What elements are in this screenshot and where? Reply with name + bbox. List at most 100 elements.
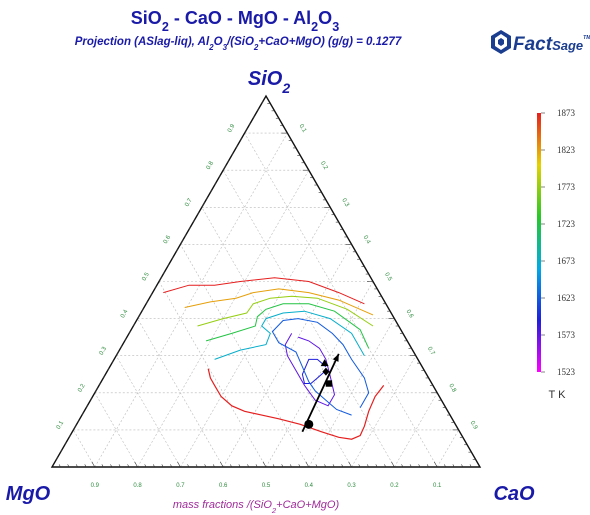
isotherm-group bbox=[163, 277, 385, 440]
axis-tick bbox=[115, 350, 120, 356]
logo-sage: Sage bbox=[552, 38, 583, 53]
axis-tick bbox=[391, 461, 395, 468]
axis-tick bbox=[218, 174, 221, 178]
axis-tick bbox=[101, 464, 104, 468]
tick-label-right: 0.7 bbox=[426, 346, 436, 357]
tick-label-right: 0.1 bbox=[298, 123, 308, 134]
axis-tick bbox=[257, 108, 260, 111]
apex-label-left: MgO bbox=[6, 483, 51, 505]
grid-line bbox=[351, 355, 417, 468]
tick-label-left: 0.9 bbox=[227, 123, 237, 134]
axis-tick bbox=[141, 308, 144, 312]
axis-tick bbox=[67, 464, 70, 468]
tick-label-left: 0.8 bbox=[206, 160, 216, 171]
axis-tick bbox=[150, 293, 153, 297]
axis-tick bbox=[461, 464, 464, 468]
colorbar-tick-label: 1673 bbox=[557, 256, 576, 266]
axis-tick bbox=[305, 461, 310, 468]
axis-tick bbox=[60, 449, 63, 453]
grid-line bbox=[94, 132, 288, 468]
axis-tick bbox=[163, 271, 166, 275]
axis-tick bbox=[124, 338, 127, 342]
axis-tick bbox=[332, 464, 335, 468]
axis-tick bbox=[204, 464, 207, 468]
colorbar-gradient bbox=[537, 113, 541, 372]
grid-line bbox=[137, 170, 310, 468]
axis-tick bbox=[170, 464, 173, 468]
axis-tick bbox=[433, 461, 438, 468]
axis-tick bbox=[56, 456, 59, 460]
tick-label-bottom: 0.4 bbox=[305, 483, 314, 489]
grid-line bbox=[244, 132, 438, 468]
svg-text:FactSageTM: FactSageTM bbox=[513, 34, 590, 55]
axis-tick bbox=[358, 464, 361, 468]
axis-tick bbox=[201, 201, 206, 208]
marker-diamond bbox=[322, 367, 330, 376]
axis-tick bbox=[452, 464, 455, 468]
axis-tick bbox=[94, 387, 99, 393]
axis-tick bbox=[409, 464, 412, 468]
axis-tick bbox=[248, 122, 251, 126]
grid-line bbox=[436, 429, 459, 468]
axis-tick bbox=[180, 239, 184, 245]
phase-boundary-line bbox=[207, 368, 385, 440]
axis-tick bbox=[81, 412, 84, 416]
tick-label-bottom: 0.6 bbox=[219, 483, 228, 489]
axis-tick bbox=[107, 367, 110, 371]
axis-tick bbox=[171, 256, 174, 260]
axis-tick bbox=[235, 145, 238, 149]
axis-tick bbox=[210, 189, 213, 193]
triangle-outline bbox=[50, 94, 482, 468]
isotherm-line bbox=[205, 303, 370, 349]
axis-tick bbox=[255, 464, 258, 468]
axis-tick bbox=[219, 461, 224, 468]
axis-tick bbox=[384, 464, 387, 468]
axis-tick bbox=[161, 464, 164, 468]
axis-tick bbox=[205, 197, 208, 201]
axis-tick bbox=[144, 464, 147, 468]
tick-label-left: 0.6 bbox=[163, 234, 173, 245]
tick-label-right: 0.9 bbox=[469, 420, 479, 431]
axis-tick bbox=[58, 464, 61, 468]
isotherm-line bbox=[197, 295, 374, 327]
axis-tick bbox=[91, 461, 96, 468]
colorbar-tick-label: 1823 bbox=[557, 145, 576, 155]
axis-tick bbox=[98, 382, 101, 386]
axis-tick bbox=[244, 127, 248, 134]
tick-label-right: 0.8 bbox=[447, 383, 457, 394]
grid-line bbox=[265, 281, 374, 468]
colorbar-tick-label: 1523 bbox=[557, 367, 576, 377]
tick-label-bottom: 0.2 bbox=[390, 483, 399, 489]
colorbar-tick-label: 1773 bbox=[557, 182, 576, 192]
axis-tick bbox=[401, 464, 404, 468]
grid-line bbox=[73, 429, 96, 468]
axis-tick bbox=[366, 464, 369, 468]
axis-tick bbox=[195, 464, 198, 468]
isotherm-line bbox=[163, 277, 365, 305]
axis-tick bbox=[145, 301, 148, 304]
colorbar-tick-label: 1873 bbox=[557, 108, 576, 118]
grid-line bbox=[180, 207, 331, 468]
tick-label-right: 0.6 bbox=[405, 309, 415, 320]
isotherm-line bbox=[271, 318, 370, 416]
axis-tick bbox=[315, 464, 318, 468]
isotherm-line bbox=[184, 288, 374, 316]
tick-label-bottom: 0.7 bbox=[176, 483, 185, 489]
axis-tick bbox=[272, 464, 275, 468]
axis-tick bbox=[469, 464, 472, 468]
axis-tick bbox=[261, 100, 264, 104]
axis-tick bbox=[231, 152, 234, 156]
axis-tick bbox=[238, 464, 241, 468]
axis-tick bbox=[68, 434, 71, 438]
axis-tick bbox=[103, 375, 106, 379]
tick-label-left: 0.5 bbox=[141, 271, 151, 282]
axis-tick bbox=[192, 219, 196, 223]
axis-tick bbox=[262, 461, 267, 468]
colorbar-unit: T K bbox=[549, 389, 567, 401]
grid-line bbox=[158, 281, 267, 468]
axis-tick bbox=[175, 249, 178, 252]
isotherm-line bbox=[284, 333, 336, 407]
apex-label-right: CaO bbox=[493, 483, 535, 505]
axis-tick bbox=[187, 464, 190, 468]
marker-square bbox=[325, 380, 333, 387]
